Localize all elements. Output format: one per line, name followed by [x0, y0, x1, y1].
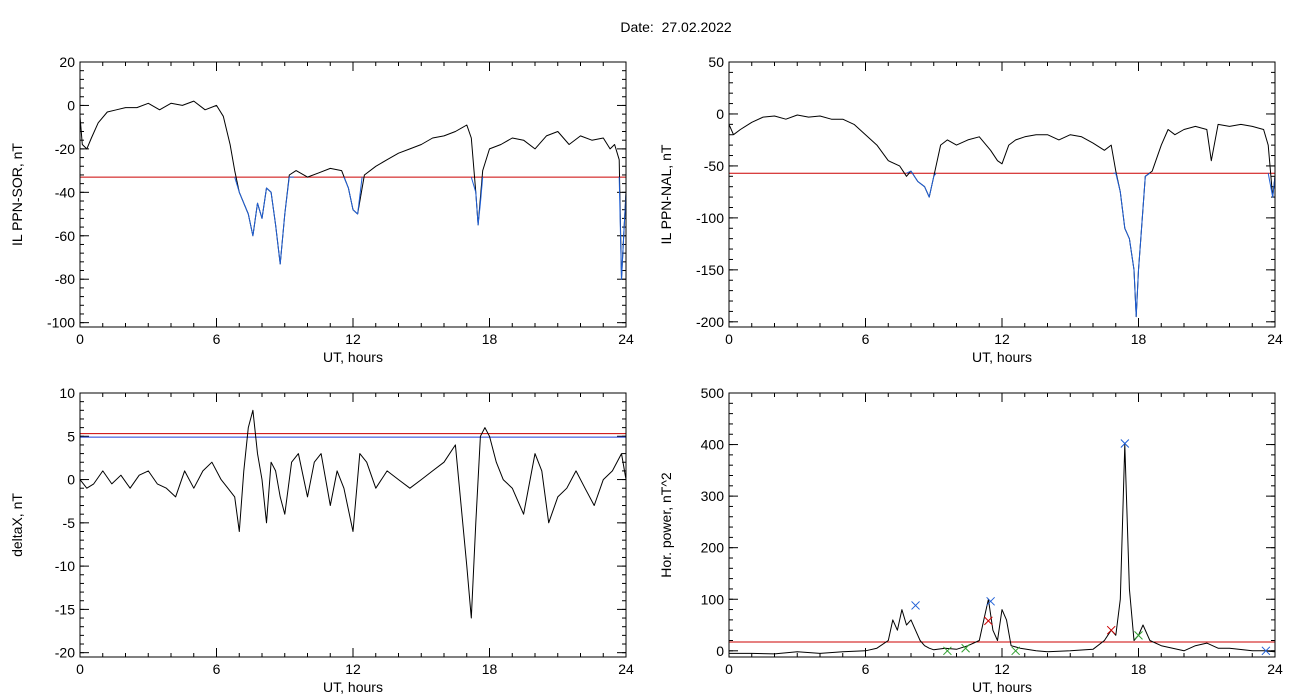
y-tick-label: -200 [696, 314, 724, 330]
x-tick-label: 18 [482, 331, 498, 347]
peak-marker [983, 616, 993, 626]
peak-marker [1261, 646, 1271, 656]
y-tick-label: -100 [47, 315, 75, 331]
page-title: Date: 27.02.2022 [620, 19, 732, 35]
peak-marker [986, 596, 995, 606]
series-line [729, 114, 1275, 318]
y-tick-label: 0 [67, 472, 75, 488]
x-tick-label: 18 [1131, 331, 1147, 347]
x-tick-label: 24 [618, 661, 634, 677]
panel-ppn-nal: 0 6 12 18 24 50 0 -50 -100 -150 -200 UT, hours IL PP… [658, 54, 1283, 365]
x-tick-label: 18 [482, 661, 498, 677]
y-tick-label: 0 [716, 106, 724, 122]
y-tick-label: 400 [701, 437, 725, 453]
peak-marker [961, 643, 970, 653]
x-tick-label: 12 [345, 331, 361, 347]
x-axis-label: UT, hours [323, 349, 383, 365]
x-tick-label: 12 [994, 331, 1010, 347]
x-tick-label: 6 [862, 661, 870, 677]
series-line [729, 444, 1275, 655]
peak-marker [1011, 646, 1021, 656]
y-tick-label: -100 [696, 210, 724, 226]
plot-frame [728, 392, 1276, 658]
y-tick-label: 20 [59, 54, 75, 70]
x-tick-label: 12 [994, 661, 1010, 677]
y-tick-label: 5 [67, 428, 75, 444]
y-tick-label: -10 [55, 558, 75, 574]
series-line [906, 170, 937, 198]
y-tick-label: 10 [59, 385, 75, 401]
series-line [1113, 172, 1151, 318]
x-tick-label: 24 [618, 331, 634, 347]
x-tick-label: 12 [345, 661, 361, 677]
series-line [470, 176, 484, 226]
y-tick-label: 200 [701, 540, 725, 556]
panel-hor-power: 0 6 12 18 24 500 400 300 200 100 0 UT, hours Hor. po… [658, 385, 1283, 695]
y-tick-label: 500 [701, 385, 725, 401]
series-line [234, 176, 294, 265]
panel-deltax: 0 6 12 18 24 10 5 0 -5 -10 -15 -20 UT, hours deltaX, … [9, 385, 634, 695]
x-axis-label: UT, hours [972, 679, 1032, 695]
x-tick-label: 0 [725, 661, 733, 677]
y-tick-label: -40 [55, 184, 75, 200]
y-tick-label: -5 [63, 515, 76, 531]
peak-marker [943, 646, 952, 656]
peak-marker [911, 601, 920, 610]
series-line [80, 409, 626, 619]
peak-marker [1120, 439, 1130, 448]
panel-ppn-sor: 0 6 12 18 24 20 0 -20 -40 -60 -80 -100 UT, hours IL P… [9, 54, 634, 365]
y-tick-label: 0 [716, 643, 724, 659]
y-tick-label: 100 [701, 591, 725, 607]
plot-frame [728, 61, 1276, 328]
plot-frame [79, 392, 627, 658]
y-tick-label: -50 [704, 158, 724, 174]
y-tick-label: -150 [696, 262, 724, 278]
x-tick-label: 0 [76, 661, 84, 677]
y-axis-label: deltaX, nT [9, 493, 25, 557]
peak-marker [1134, 630, 1143, 640]
x-axis-label: UT, hours [972, 349, 1032, 365]
y-axis-label: Hor. power, nT^2 [658, 472, 674, 578]
peak-marker [1106, 625, 1116, 635]
y-tick-label: 50 [708, 54, 724, 70]
x-tick-label: 18 [1131, 661, 1147, 677]
plot-frame [79, 61, 627, 328]
series-line [343, 176, 363, 215]
x-axis-label: UT, hours [323, 679, 383, 695]
y-axis-label: IL PPN-SOR, nT [9, 143, 25, 246]
y-tick-label: -20 [55, 141, 75, 157]
y-tick-label: -60 [55, 228, 75, 244]
x-tick-label: 6 [213, 331, 221, 347]
series-line [1267, 173, 1275, 198]
series-line [618, 177, 626, 280]
y-axis-label: IL PPN-NAL, nT [658, 144, 674, 244]
x-tick-label: 6 [862, 331, 870, 347]
y-tick-label: -15 [55, 601, 75, 617]
y-tick-label: 300 [701, 488, 725, 504]
x-tick-label: 24 [1267, 661, 1283, 677]
x-tick-label: 6 [213, 661, 221, 677]
x-tick-label: 0 [76, 331, 84, 347]
y-tick-label: 0 [67, 97, 75, 113]
y-tick-label: -80 [55, 271, 75, 287]
y-tick-label: -20 [55, 645, 75, 661]
x-tick-label: 24 [1267, 331, 1283, 347]
series-line [80, 100, 626, 280]
x-tick-label: 0 [725, 331, 733, 347]
